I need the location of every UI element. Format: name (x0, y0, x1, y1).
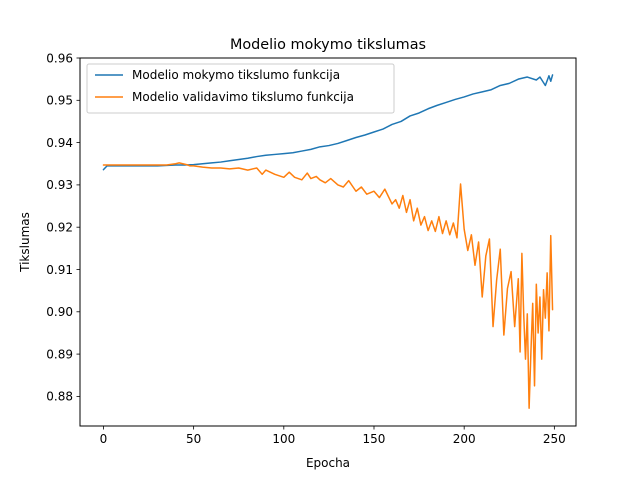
x-tick-label: 200 (453, 432, 476, 446)
x-axis-label: Epocha (306, 456, 350, 470)
legend-label-training: Modelio mokymo tikslumo funkcija (132, 68, 340, 82)
y-tick-label: 0.96 (46, 51, 73, 65)
x-tick-label: 250 (543, 432, 566, 446)
y-tick-label: 0.90 (46, 305, 73, 319)
chart-title: Modelio mokymo tikslumas (230, 37, 426, 53)
x-tick-label: 150 (363, 432, 386, 446)
validation-accuracy-line (102, 162, 554, 409)
y-axis: 0.88 0.89 0.90 0.91 0.92 0.93 0.94 0.95 0.96 (46, 51, 80, 404)
x-axis: 0 50 100 150 200 250 (100, 426, 566, 446)
y-axis-label: Tikslumas (18, 212, 32, 273)
y-tick-label: 0.92 (46, 220, 73, 234)
legend: Modelio mokymo tikslumo funkcija Modelio… (86, 63, 395, 114)
y-tick-label: 0.93 (46, 178, 73, 192)
x-tick-label: 0 (100, 432, 108, 446)
plot-frame (79, 57, 577, 427)
y-tick-label: 0.94 (46, 136, 73, 150)
y-tick-label: 0.89 (46, 347, 73, 361)
series-layer (102, 74, 554, 409)
x-tick-label: 100 (272, 432, 295, 446)
y-tick-label: 0.88 (46, 390, 73, 404)
y-tick-label: 0.91 (46, 263, 73, 277)
training-accuracy-line (102, 74, 554, 171)
x-tick-label: 50 (186, 432, 201, 446)
legend-box (86, 63, 395, 114)
legend-label-validation: Modelio validavimo tikslumo funkcija (132, 90, 354, 104)
y-tick-label: 0.95 (46, 94, 73, 108)
